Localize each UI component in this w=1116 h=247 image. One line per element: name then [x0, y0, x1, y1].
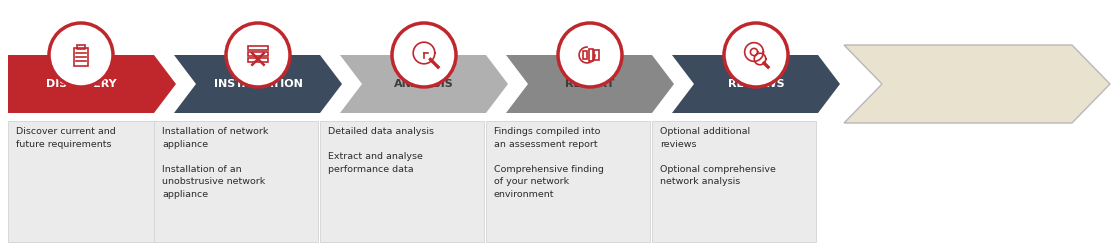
Polygon shape [672, 55, 840, 113]
Text: Discover current and
future requirements: Discover current and future requirements [16, 127, 116, 148]
FancyBboxPatch shape [8, 121, 156, 242]
Circle shape [558, 23, 622, 87]
Polygon shape [8, 55, 176, 113]
Text: Findings compiled into
an assessment report

Comprehensive finding
of your netwo: Findings compiled into an assessment rep… [494, 127, 604, 199]
FancyBboxPatch shape [485, 121, 650, 242]
Text: ANALYSIS: ANALYSIS [394, 79, 454, 89]
Circle shape [724, 23, 788, 87]
Polygon shape [174, 55, 341, 113]
FancyBboxPatch shape [652, 121, 816, 242]
Circle shape [392, 23, 456, 87]
Text: REPORT: REPORT [566, 79, 615, 89]
Polygon shape [844, 45, 1110, 123]
Text: REVIEWS: REVIEWS [728, 79, 785, 89]
Circle shape [227, 23, 290, 87]
Polygon shape [340, 55, 508, 113]
Polygon shape [506, 55, 674, 113]
Text: Installation of network
appliance

Installation of an
unobstrusive network
appli: Installation of network appliance Instal… [162, 127, 268, 199]
Text: Optional additional
reviews

Optional comprehensive
network analysis: Optional additional reviews Optional com… [660, 127, 776, 186]
Text: INSTALLATION: INSTALLATION [213, 79, 302, 89]
Circle shape [49, 23, 113, 87]
FancyBboxPatch shape [320, 121, 484, 242]
FancyBboxPatch shape [154, 121, 318, 242]
Text: DISCOVERY: DISCOVERY [46, 79, 116, 89]
Text: Detailed data analysis

Extract and analyse
performance data: Detailed data analysis Extract and analy… [328, 127, 434, 173]
